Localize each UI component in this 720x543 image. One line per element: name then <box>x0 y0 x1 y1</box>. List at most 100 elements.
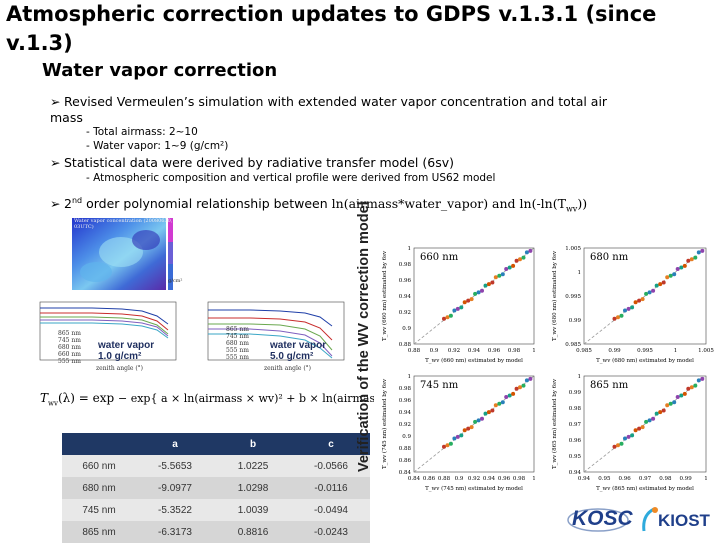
transmittance-plot-5g: 865 nm 745 nm 680 nm 555 nm 555 nm water vap… <box>180 298 350 374</box>
x-tick-label: 0.96 <box>498 476 511 482</box>
scatter-point <box>616 315 620 320</box>
scatter-point <box>469 297 474 302</box>
scatter-point <box>612 444 617 449</box>
y-tick-label: 0.98 <box>569 406 582 412</box>
band-label: 660 nm <box>420 252 459 263</box>
y-tick-label: 1 <box>408 374 412 380</box>
y-tick-label: 0.96 <box>569 438 582 444</box>
x-tick-label: 1.005 <box>698 348 714 354</box>
x-tick-label: 0.99 <box>608 348 621 354</box>
line-series <box>208 323 333 351</box>
scatter-point <box>490 280 495 285</box>
scatter-point <box>518 257 522 262</box>
right-plot-legend: 865 nm 745 nm 680 nm 555 nm 555 nm <box>226 326 249 361</box>
bullet-simulation: ➢ Revised Vermeulen’s simulation with ext… <box>50 94 608 125</box>
table-header: c <box>292 433 370 455</box>
y-tick-label: 0.95 <box>569 454 582 460</box>
y-tick-label: 0.9 <box>402 434 411 440</box>
table-row: 865 nm -6.3173 0.8816 -0.0243 <box>62 521 370 543</box>
scatter-point <box>651 416 656 421</box>
line-series <box>40 319 169 337</box>
y-tick-label: 0.99 <box>569 318 582 324</box>
scatter-point <box>679 265 684 270</box>
scatter-point <box>682 391 687 396</box>
y-tick-label: 0.92 <box>399 310 411 316</box>
scatter-point <box>640 425 645 430</box>
scatter-point <box>500 400 505 405</box>
scatter-point <box>445 443 450 448</box>
line-series <box>40 322 169 339</box>
band-label: 680 nm <box>590 252 629 263</box>
scatter-point <box>486 282 491 287</box>
scatter-point <box>466 298 471 303</box>
scatter-point <box>675 395 680 399</box>
y-tick-label: 0.96 <box>399 398 412 404</box>
line-series <box>40 316 169 335</box>
scatter-point <box>493 403 498 408</box>
scatter-point <box>626 306 631 311</box>
scatter-point <box>654 283 659 288</box>
x-tick-label: 0.99 <box>680 476 693 482</box>
kiost-logo: KIOST <box>640 505 716 535</box>
y-tick-label: 0.92 <box>399 422 411 428</box>
scatter-point <box>483 283 488 288</box>
scatter-point <box>661 280 666 285</box>
scatter-point <box>473 291 478 296</box>
scatter-point <box>514 258 519 263</box>
scatter-point <box>672 400 677 405</box>
line-series <box>40 312 169 331</box>
one-to-one-line <box>583 247 707 345</box>
band-label: 865 nm <box>590 380 629 391</box>
left-plot-xlabel: zenith angle (°) <box>96 365 144 372</box>
scatter-point <box>462 428 467 433</box>
scatter-point <box>442 316 446 321</box>
one-to-one-line <box>583 375 707 473</box>
scatter-point <box>521 383 526 388</box>
x-tick-label: 0.92 <box>448 348 460 354</box>
x-tick-label: 0.97 <box>639 476 652 482</box>
section-subtitle: Water vapor correction <box>42 60 278 81</box>
verification-label: Verification of the WV correction model <box>356 201 372 472</box>
scatter-point <box>647 418 652 423</box>
sub-bullet-airmass: - Total airmass: 2~10 <box>86 126 198 138</box>
water-vapor-map: Water vapor concentration (20080630, 03U… <box>66 212 182 302</box>
scatter-point <box>665 403 670 408</box>
scatter-point <box>480 288 484 293</box>
y-axis-label: T_wv (745 nm) estimated by 6sv <box>381 378 388 469</box>
transmittance-plot-1g-svg <box>39 301 177 361</box>
scatter-point <box>490 408 495 413</box>
y-tick-label: 0.995 <box>565 294 581 300</box>
y-tick-label: 0.9 <box>402 326 411 332</box>
scatter-point <box>658 410 663 415</box>
scatter-point <box>466 426 471 431</box>
scatter-point <box>476 290 481 295</box>
scatter-point <box>686 386 691 391</box>
scatter-point <box>521 255 526 260</box>
table-header: a <box>136 433 214 455</box>
scatter-point <box>619 313 624 318</box>
x-tick-label: 0.86 <box>423 476 436 482</box>
x-tick-label: 0.985 <box>576 348 592 354</box>
x-tick-label: 1 <box>532 476 536 482</box>
scatter-point <box>442 444 446 449</box>
y-tick-label: 1 <box>578 374 582 380</box>
x-tick-label: 0.95 <box>598 476 611 482</box>
bullet-polynomial: ➢ 2nd order polynomial relationship betwe… <box>50 196 588 214</box>
scatter-point <box>500 272 505 277</box>
scatter-point <box>651 288 656 293</box>
scatter-point <box>528 248 533 253</box>
scatter-point <box>675 267 680 271</box>
x-tick-label: 0.98 <box>508 348 521 354</box>
y-tick-label: 1 <box>408 246 412 252</box>
scatter-point <box>647 290 652 295</box>
x-axis-label: T_wv (865 nm) estimated by model <box>596 485 694 492</box>
scatter-point <box>689 385 694 390</box>
scatter-point <box>693 255 698 260</box>
scatter-point <box>483 411 488 416</box>
scatter-point <box>658 282 663 287</box>
x-tick-label: 0.84 <box>408 476 421 482</box>
scatter-point <box>459 433 464 438</box>
x-tick-label: 1 <box>674 348 678 354</box>
y-tick-label: 0.86 <box>399 458 412 464</box>
x-tick-label: 0.96 <box>488 348 501 354</box>
